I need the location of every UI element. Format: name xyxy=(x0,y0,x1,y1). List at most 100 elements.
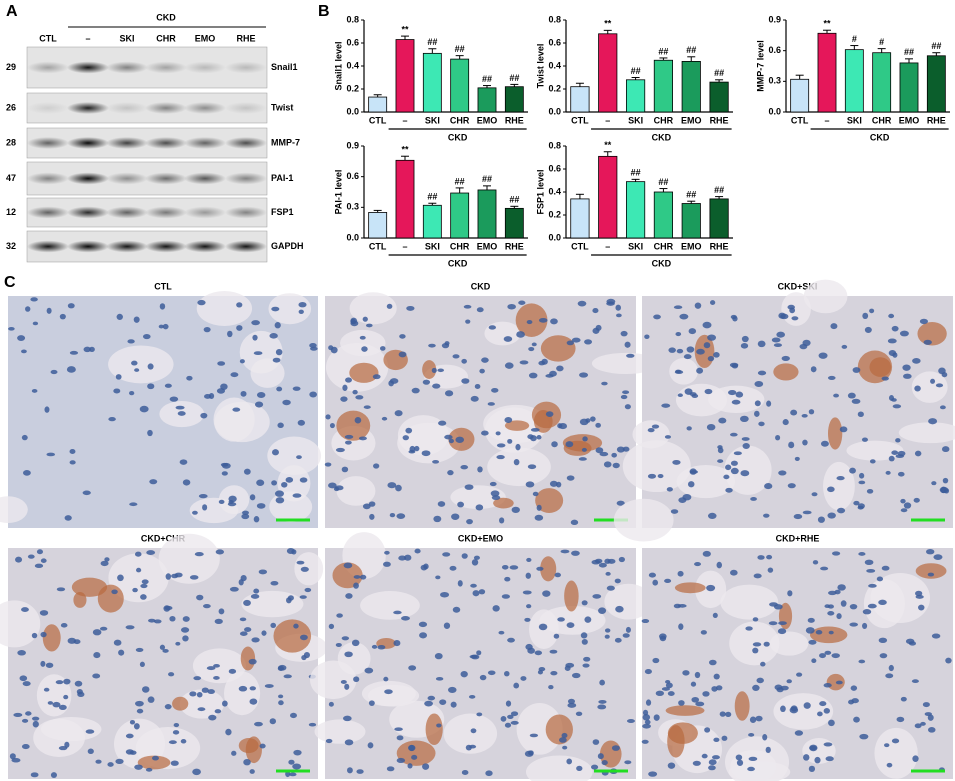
nucleus xyxy=(22,681,31,687)
blot-band xyxy=(225,137,267,149)
nucleus xyxy=(147,696,155,703)
nucleus xyxy=(659,635,667,642)
nucleus xyxy=(444,390,454,397)
nucleus xyxy=(837,507,846,514)
nucleus xyxy=(141,579,149,585)
nucleus xyxy=(140,594,147,600)
nucleus xyxy=(342,384,348,391)
nucleus xyxy=(913,497,920,503)
nucleus xyxy=(43,687,50,692)
nucleus xyxy=(691,696,700,703)
nucleus xyxy=(440,591,450,598)
nucleus xyxy=(851,398,861,404)
nucleus xyxy=(570,519,579,526)
nucleus xyxy=(158,324,164,329)
nucleus xyxy=(136,708,144,714)
nucleus xyxy=(642,723,651,729)
stain-patch xyxy=(562,434,603,452)
nucleus xyxy=(254,721,263,727)
nucleus xyxy=(750,497,757,501)
nucleus xyxy=(762,733,768,741)
nucleus xyxy=(900,498,906,504)
nucleus xyxy=(292,386,301,391)
nucleus xyxy=(131,360,138,366)
nucleus xyxy=(678,497,687,503)
tubule xyxy=(898,422,955,444)
nucleus xyxy=(214,618,223,625)
nucleus xyxy=(525,572,532,579)
nucleus xyxy=(862,609,872,615)
y-tick-label: 0.8 xyxy=(346,14,359,24)
bar xyxy=(395,159,415,239)
nucleus xyxy=(653,714,660,721)
stain-patch xyxy=(422,360,437,380)
lane-label: EMO xyxy=(195,33,216,43)
nucleus xyxy=(169,396,179,402)
nucleus xyxy=(899,330,909,337)
nucleus xyxy=(667,762,676,769)
nucleus xyxy=(606,585,615,591)
nucleus xyxy=(561,732,568,739)
nucleus xyxy=(841,344,848,349)
nucleus xyxy=(405,427,413,434)
nucleus xyxy=(704,388,713,395)
nucleus xyxy=(515,443,521,451)
nucleus xyxy=(271,449,279,456)
nucleus xyxy=(277,422,284,429)
nucleus xyxy=(32,720,39,728)
y-tick-label: 0.6 xyxy=(548,163,561,173)
panel-label: A xyxy=(6,3,18,20)
nucleus xyxy=(730,569,738,576)
nucleus xyxy=(708,759,717,766)
nucleus xyxy=(261,630,267,636)
nucleus xyxy=(217,361,226,366)
nucleus xyxy=(892,404,902,409)
tubule xyxy=(108,345,174,384)
nucleus xyxy=(575,711,583,717)
nucleus xyxy=(253,516,260,523)
nucleus xyxy=(858,552,866,556)
nucleus xyxy=(615,304,621,311)
nucleus xyxy=(296,455,302,460)
nucleus xyxy=(292,493,302,498)
nucleus xyxy=(888,395,895,401)
nucleus xyxy=(701,753,708,759)
nucleus xyxy=(192,768,201,776)
nucleus xyxy=(355,395,364,400)
nucleus xyxy=(227,330,233,338)
blot-band xyxy=(106,206,148,219)
significance-label: ## xyxy=(714,185,724,195)
nucleus xyxy=(616,446,625,453)
nucleus xyxy=(168,740,177,745)
nucleus xyxy=(286,547,295,555)
nucleus xyxy=(186,375,193,381)
blot-band xyxy=(225,206,267,219)
nucleus xyxy=(473,555,480,560)
significance-label: ## xyxy=(482,74,492,84)
tubule xyxy=(781,292,811,326)
nucleus xyxy=(182,616,190,622)
tubule xyxy=(0,496,28,523)
nucleus xyxy=(787,483,796,489)
nucleus xyxy=(789,706,799,714)
nucleus xyxy=(164,605,173,611)
nucleus xyxy=(468,695,476,699)
stain-patch xyxy=(857,350,893,384)
blot-band xyxy=(184,240,226,253)
nucleus xyxy=(272,357,281,363)
nucleus xyxy=(153,619,162,624)
blot-band xyxy=(106,137,148,149)
nucleus xyxy=(276,386,283,392)
nucleus xyxy=(461,358,467,364)
nucleus xyxy=(396,757,406,764)
nucleus xyxy=(69,350,79,355)
blot-band xyxy=(27,61,69,74)
histology-image xyxy=(324,292,660,528)
nucleus xyxy=(567,702,577,708)
bar xyxy=(368,96,388,113)
marker-label: 26 xyxy=(6,102,16,112)
nucleus xyxy=(344,739,354,746)
significance-label: ** xyxy=(401,24,409,34)
nucleus xyxy=(500,716,507,722)
nucleus xyxy=(644,669,652,675)
